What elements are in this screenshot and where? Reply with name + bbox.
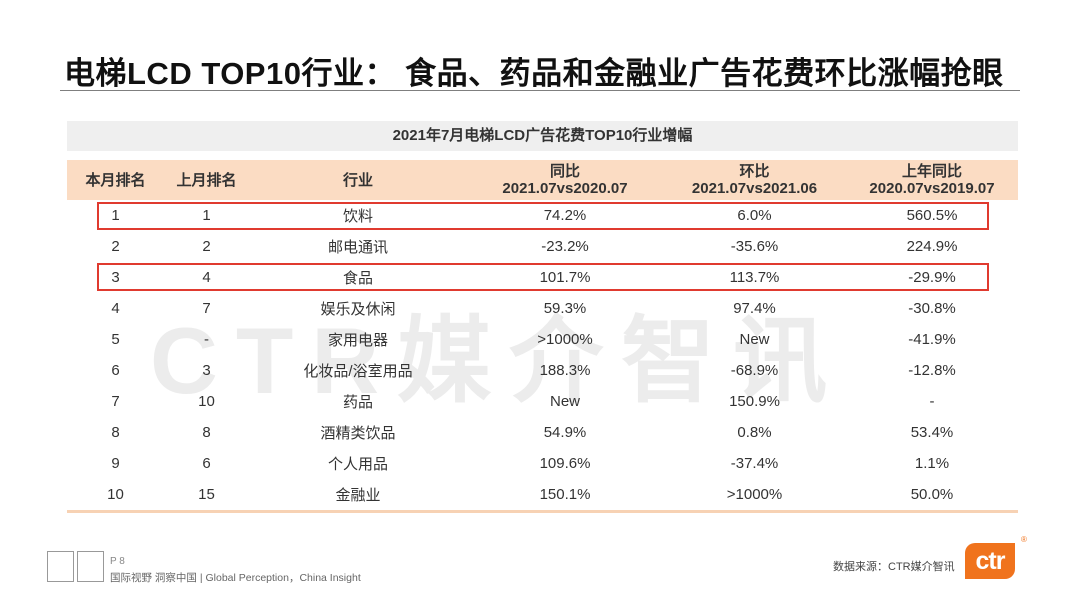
cell-last-rank: 8 [202, 424, 211, 441]
certification-badge-icon [47, 551, 74, 582]
header-cell-last-rank: 上月排名 [176, 171, 237, 189]
cell-prev-yoy: -41.9% [908, 331, 956, 348]
table-title: 2021年7月电梯LCD广告花费TOP10行业增幅 [67, 121, 1018, 151]
cell-last-rank: 10 [198, 393, 215, 410]
header-cell-current-rank: 本月排名 [85, 171, 146, 189]
cell-industry: 化妆品/浴室用品 [303, 363, 413, 380]
cell-last-rank: 4 [202, 269, 211, 286]
cell-yoy: 54.9% [543, 424, 587, 441]
cell-mom: 113.7% [729, 269, 780, 286]
cell-current-rank: 2 [111, 238, 120, 255]
cell-yoy: 188.3% [539, 362, 591, 379]
cell-current-rank: 5 [111, 331, 120, 348]
table-body: 1 1 饮料 74.2% 6.0% 560.5% 2 2 邮电通讯 -23.2% -35.6% 224… [67, 200, 1018, 510]
cell-mom: 0.8% [737, 424, 772, 441]
cell-mom: -35.6% [730, 238, 779, 255]
cell-mom: -68.9% [730, 362, 779, 379]
cell-last-rank: 2 [202, 238, 211, 255]
cell-yoy: 150.1% [539, 486, 591, 503]
cell-mom: 97.4% [733, 300, 776, 317]
cell-industry: 邮电通讯 [327, 239, 388, 256]
ctr-logo: ctr [965, 543, 1015, 579]
header-cell-prev-yoy: 上年同比 2020.07vs2019.07 [869, 163, 995, 197]
cell-mom: New [739, 331, 770, 348]
cell-current-rank: 7 [111, 393, 120, 410]
cell-current-rank: 6 [111, 362, 120, 379]
cell-current-rank: 9 [111, 455, 120, 472]
cell-yoy: 59.3% [543, 300, 587, 317]
registered-mark: ® [1021, 535, 1027, 544]
table-header: 本月排名 上月排名 行业 同比 2021.07vs2020.07 环比 2021… [67, 160, 1018, 200]
table-row: 6 3 化妆品/浴室用品 188.3% -68.9% -12.8% [67, 355, 1018, 386]
table-row: 5 - 家用电器 >1000% New -41.9% [67, 324, 1018, 355]
cell-mom: 6.0% [737, 207, 772, 224]
data-table: 本月排名 上月排名 行业 同比 2021.07vs2020.07 环比 2021… [67, 160, 1018, 510]
cell-industry: 金融业 [335, 487, 381, 504]
cell-industry: 家用电器 [327, 332, 388, 349]
cell-industry: 个人用品 [327, 456, 388, 473]
cell-mom: >1000% [726, 486, 783, 503]
cell-yoy: -23.2% [541, 238, 589, 255]
table-row: 3 4 食品 101.7% 113.7% -29.9% [67, 262, 1018, 293]
cell-last-rank: 1 [202, 207, 211, 224]
cell-last-rank: 7 [202, 300, 211, 317]
cell-prev-yoy: -29.9% [908, 269, 956, 286]
table-row: 2 2 邮电通讯 -23.2% -35.6% 224.9% [67, 231, 1018, 262]
header-cell-yoy: 同比 2021.07vs2020.07 [502, 163, 628, 197]
highlight-box-row-1 [97, 202, 989, 230]
highlight-box-row-3 [97, 263, 989, 291]
cell-yoy: 101.7% [539, 269, 591, 286]
table-bottom-rule [67, 510, 1018, 513]
cell-current-rank: 4 [111, 300, 120, 317]
cell-current-rank: 1 [111, 207, 120, 224]
table-row: 7 10 药品 New 150.9% - [67, 386, 1018, 417]
cell-current-rank: 10 [107, 486, 124, 503]
cell-industry: 食品 [342, 270, 373, 287]
page-number: P 8 [110, 556, 125, 567]
cell-last-rank: - [204, 331, 209, 348]
cell-mom: -37.4% [730, 455, 779, 472]
cell-last-rank: 15 [198, 486, 215, 503]
cell-industry: 酒精类饮品 [320, 425, 396, 442]
footer-slogan: 国际视野 洞察中国 | Global Perception，China Insi… [110, 572, 361, 584]
header-cell-mom: 环比 2021.07vs2021.06 [691, 163, 818, 197]
table-row: 1 1 饮料 74.2% 6.0% 560.5% [67, 200, 1018, 231]
cell-yoy: >1000% [537, 331, 593, 348]
header-cell-industry: 行业 [342, 171, 373, 189]
cell-industry: 饮料 [342, 208, 373, 225]
cell-prev-yoy: 53.4% [910, 424, 954, 441]
cell-prev-yoy: -12.8% [908, 362, 956, 379]
footer-badges [47, 551, 104, 582]
page-title: 电梯LCD TOP10行业： 食品、药品和金融业广告花费环比涨幅抢眼 [64, 56, 1004, 91]
cell-yoy: 109.6% [539, 455, 591, 472]
cell-industry: 药品 [342, 394, 373, 411]
cell-prev-yoy: 1.1% [914, 455, 950, 472]
cell-yoy: New [549, 393, 580, 410]
cell-yoy: 74.2% [543, 207, 587, 224]
cell-mom: 150.9% [729, 393, 780, 410]
table-row: 8 8 酒精类饮品 54.9% 0.8% 53.4% [67, 417, 1018, 448]
cell-prev-yoy: -30.8% [908, 300, 956, 317]
data-source: 数据来源：CTR媒介智讯 [833, 561, 955, 573]
table-row: 9 6 个人用品 109.6% -37.4% 1.1% [67, 448, 1018, 479]
cell-last-rank: 6 [202, 455, 211, 472]
cell-prev-yoy: 560.5% [906, 207, 958, 224]
cell-industry: 娱乐及休闲 [320, 301, 396, 318]
cell-prev-yoy: - [929, 393, 935, 410]
cell-current-rank: 8 [111, 424, 120, 441]
quality-badge-icon [77, 551, 104, 582]
table-row: 4 7 娱乐及休闲 59.3% 97.4% -30.8% [67, 293, 1018, 324]
cell-prev-yoy: 50.0% [910, 486, 954, 503]
cell-prev-yoy: 224.9% [906, 238, 958, 255]
watermark: CTR媒介智讯 [150, 308, 846, 413]
cell-last-rank: 3 [202, 362, 211, 379]
title-divider [60, 90, 1020, 91]
cell-current-rank: 3 [111, 269, 120, 286]
table-row: 10 15 金融业 150.1% >1000% 50.0% [67, 479, 1018, 510]
